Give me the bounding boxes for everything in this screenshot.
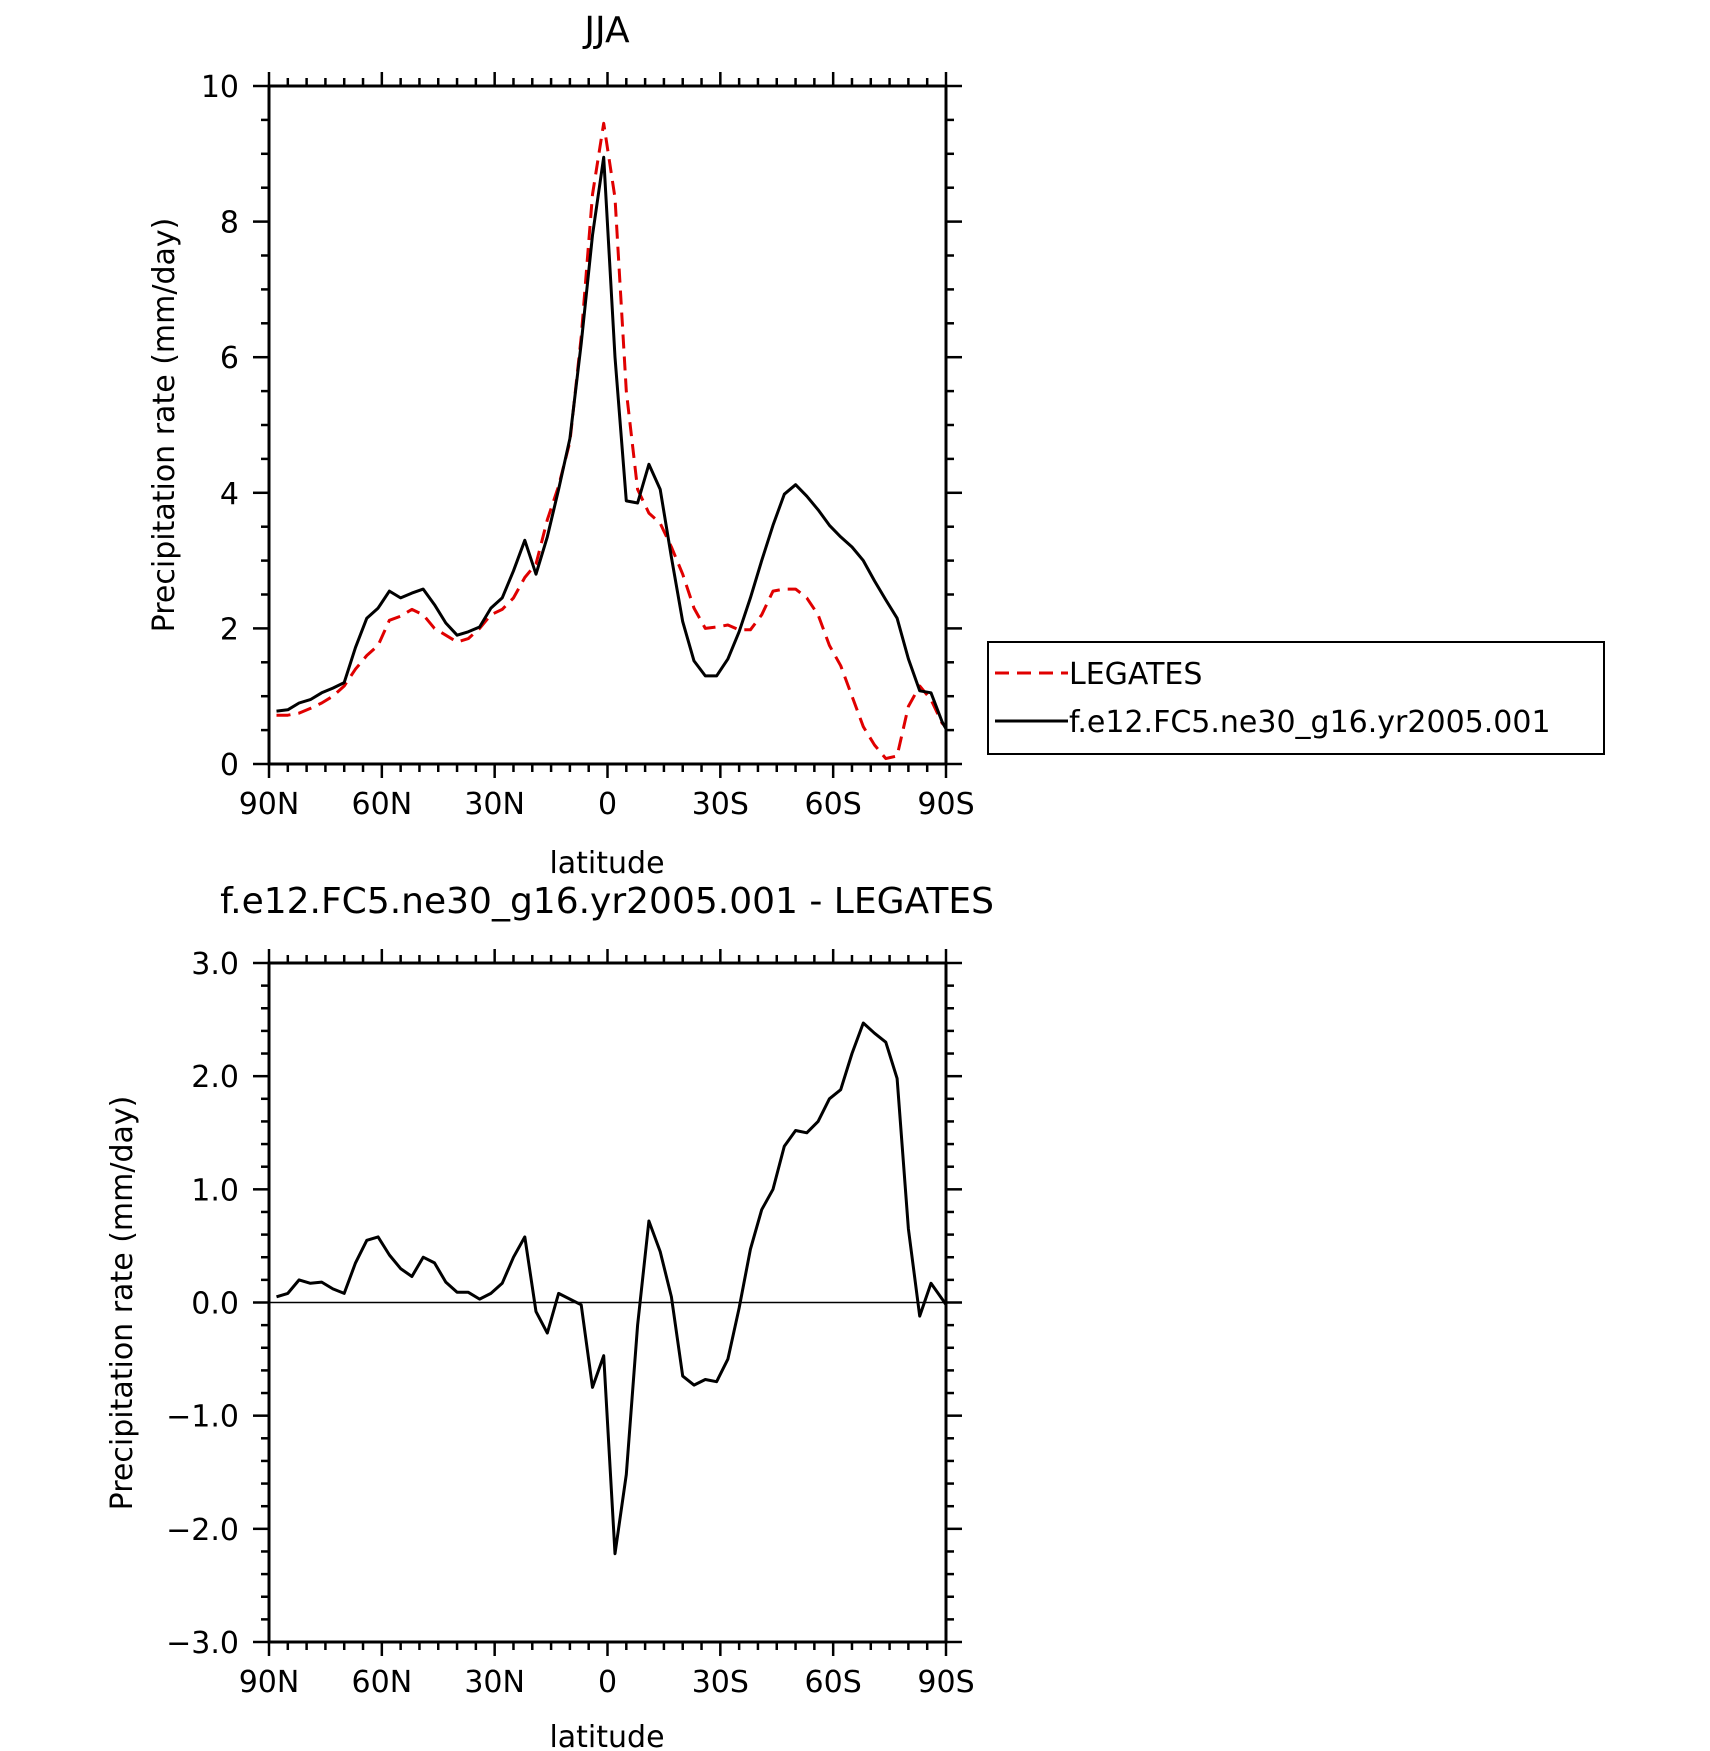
- top-y-tick-label: 10: [201, 70, 239, 105]
- bottom-plot: f.e12.FC5.ne30_g16.yr2005.001 - LEGATES …: [105, 881, 994, 1751]
- bottom-plot-frame: [267, 961, 948, 1644]
- bottom-x-tick-label: 90S: [917, 1665, 974, 1700]
- top-x-tick-label: 60N: [352, 787, 413, 822]
- top-x-tick-label: 90S: [917, 787, 974, 822]
- top-x-tick-label: 60S: [805, 787, 862, 822]
- bottom-y-tick-label: −1.0: [166, 1400, 239, 1435]
- top-y-tick-label: 6: [220, 341, 239, 376]
- bottom-axes-layer: 90N 60N 30N 0 30S 60S 90S −3.0 −2.0 −1.0 0.0 1.0 2.0…: [166, 947, 974, 1700]
- top-x-tick-label: 30S: [692, 787, 749, 822]
- top-series-layer: [276, 121, 946, 761]
- top-y-axis-label: Precipitation rate (mm/day): [147, 218, 182, 633]
- bottom-y-tick-label: 0.0: [191, 1287, 239, 1322]
- legend-box: [987, 641, 1605, 755]
- bottom-series-layer: [276, 1021, 946, 1556]
- bottom-x-tick-label: 90N: [239, 1665, 300, 1700]
- bottom-y-tick-label: −3.0: [166, 1626, 239, 1661]
- top-x-axis-label: latitude: [549, 846, 664, 881]
- top-plot-title: JJA: [582, 10, 630, 51]
- top-series-line-f-e12-fc5-ne30-g16-yr2005-001: [276, 155, 946, 732]
- top-series-line-legates: [276, 121, 946, 761]
- bottom-y-tick-label: 3.0: [191, 947, 239, 982]
- bottom-x-axis-label: latitude: [549, 1720, 664, 1751]
- top-y-tick-label: 0: [220, 748, 239, 783]
- bottom-y-tick-label: −2.0: [166, 1513, 239, 1548]
- bottom-series-line-difference: [276, 1021, 946, 1556]
- top-y-tick-label: 4: [220, 477, 239, 512]
- bottom-y-tick-label: 2.0: [191, 1060, 239, 1095]
- top-y-tick-label: 2: [220, 612, 239, 647]
- top-plot-frame: [267, 84, 948, 766]
- bottom-y-tick-label: 1.0: [191, 1173, 239, 1208]
- legend-label-model: f.e12.FC5.ne30_g16.yr2005.001: [1069, 705, 1551, 740]
- bottom-plot-title: f.e12.FC5.ne30_g16.yr2005.001 - LEGATES: [220, 881, 994, 922]
- top-axes-layer: 90N 60N 30N 0 30S 60S 90S 0 2 4 6 8 10: [201, 70, 975, 822]
- bottom-y-axis-label: Precipitation rate (mm/day): [105, 1096, 140, 1511]
- top-legend: LEGATES f.e12.FC5.ne30_g16.yr2005.001: [987, 641, 1605, 755]
- bottom-x-tick-label: 30S: [692, 1665, 749, 1700]
- top-x-tick-label: 90N: [239, 787, 300, 822]
- top-y-tick-label: 8: [220, 206, 239, 241]
- bottom-x-tick-label: 0: [598, 1665, 617, 1700]
- bottom-x-tick-label: 60N: [352, 1665, 413, 1700]
- bottom-x-tick-label: 60S: [805, 1665, 862, 1700]
- bottom-x-tick-label: 30N: [464, 1665, 525, 1700]
- top-x-tick-label: 0: [598, 787, 617, 822]
- top-x-tick-label: 30N: [464, 787, 525, 822]
- legend-label-legates: LEGATES: [1069, 657, 1202, 692]
